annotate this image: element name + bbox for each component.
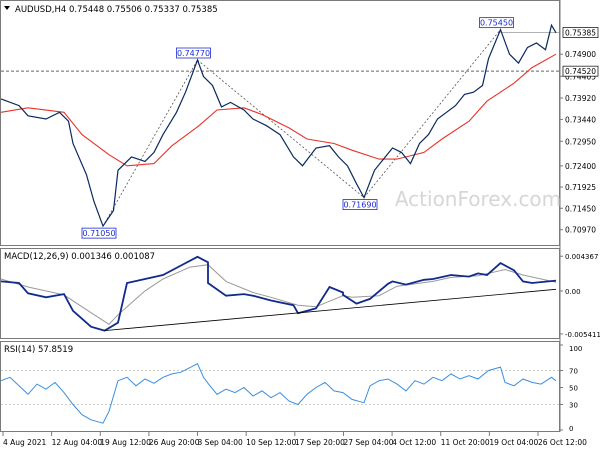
- rsi-plot: [0, 363, 559, 424]
- price-annotation: 0.75450: [479, 17, 514, 29]
- macd-axis-label: -0.005411: [565, 331, 600, 339]
- price-level-label: 0.74520: [562, 65, 599, 77]
- price-plot: 0.71050 0.74770 0.71690 0.75450: [0, 17, 559, 239]
- time-axis-label: 11 Oct 20:00: [441, 438, 490, 447]
- time-axis-label: 3 Sep 04:00: [198, 438, 244, 447]
- price-annotation-label: 0.71690: [343, 201, 376, 210]
- macd-axis-label: 0.004367: [565, 253, 598, 261]
- price-panel-title: AUDUSD,H4 0.75448 0.75506 0.75337 0.7538…: [15, 5, 218, 15]
- price-annotation-box: [479, 17, 514, 29]
- swing-line: [363, 29, 501, 198]
- price-axis-label: 0.73920: [565, 94, 596, 103]
- rsi-panel-title: RSI(14) 57.8519: [4, 345, 73, 355]
- macd-panel-frame: [0, 248, 560, 339]
- price-annotation: 0.71050: [81, 227, 117, 239]
- time-axis-label: 26 Oct 12:00: [538, 438, 587, 447]
- time-axis-label: 12 Aug 04:00: [52, 438, 103, 447]
- time-axis-label: 4 Aug 2021: [3, 438, 46, 447]
- price-axis-label: 0.74405: [565, 72, 596, 81]
- price-axis-label: 0.72400: [565, 162, 596, 171]
- rsi-axis-label: 50: [569, 385, 578, 393]
- macd-panel-title: MACD(12,26,9) 0.001346 0.001087: [4, 252, 155, 262]
- price-axis-label: 0.70970: [565, 226, 596, 235]
- time-axis-label: 26 Aug 20:00: [149, 438, 200, 447]
- time-axis-label: 10 Sep 12:00: [246, 438, 296, 447]
- svg-text:0.74520: 0.74520: [565, 67, 596, 76]
- time-axis-label: 17 Sep 20:00: [295, 438, 345, 447]
- watermark: ActionForex.com: [395, 187, 561, 211]
- moving-average-line: [0, 53, 557, 167]
- time-axis-label: 19 Aug 12:00: [100, 438, 151, 447]
- macd-axis-label: 0.00: [565, 288, 581, 296]
- current-price-label: 0.75385: [562, 27, 599, 38]
- time-axis-label: 27 Sep 04:00: [343, 438, 393, 447]
- price-annotation-box: [342, 199, 378, 210]
- price-axis-label: 0.71450: [565, 204, 596, 213]
- axes: 0.70970 0.71450 0.71925 0.72400 0.72950 0.734…: [2, 27, 600, 447]
- price-annotation-label: 0.71050: [82, 229, 115, 238]
- price-axis-label: 0.74900: [565, 50, 596, 59]
- price-axis-label: 0.73440: [565, 115, 596, 124]
- svg-text:0.75385: 0.75385: [565, 29, 596, 38]
- symbol-menu-icon[interactable]: [4, 6, 10, 10]
- macd-plot: [0, 255, 557, 332]
- rsi-axis-label: 100: [569, 345, 582, 353]
- price-annotation: 0.71690: [342, 199, 378, 210]
- macd-line: [0, 255, 557, 332]
- macd-signal-line: [0, 264, 557, 325]
- rsi-axis-label: 0: [569, 425, 573, 433]
- time-axis-label: 4 Oct 12:00: [392, 438, 436, 447]
- price-line: [0, 23, 557, 228]
- triangle-down-icon: [4, 6, 10, 10]
- price-annotation-box: [81, 227, 117, 239]
- price-axis-label: 0.71925: [565, 183, 596, 192]
- rsi-axis-label: 70: [569, 368, 578, 376]
- rsi-panel-frame: [0, 341, 560, 432]
- price-annotation: 0.74770: [176, 47, 211, 59]
- rsi-axis-label: 30: [569, 402, 578, 410]
- macd-trendline: [104, 288, 557, 331]
- price-annotation-label: 0.75450: [480, 19, 513, 28]
- time-axis-label: 19 Oct 04:00: [489, 438, 538, 447]
- price-axis-label: 0.72950: [565, 137, 596, 146]
- rsi-line: [0, 363, 557, 424]
- price-annotation-label: 0.74770: [177, 49, 210, 58]
- price-annotation-box: [176, 47, 211, 59]
